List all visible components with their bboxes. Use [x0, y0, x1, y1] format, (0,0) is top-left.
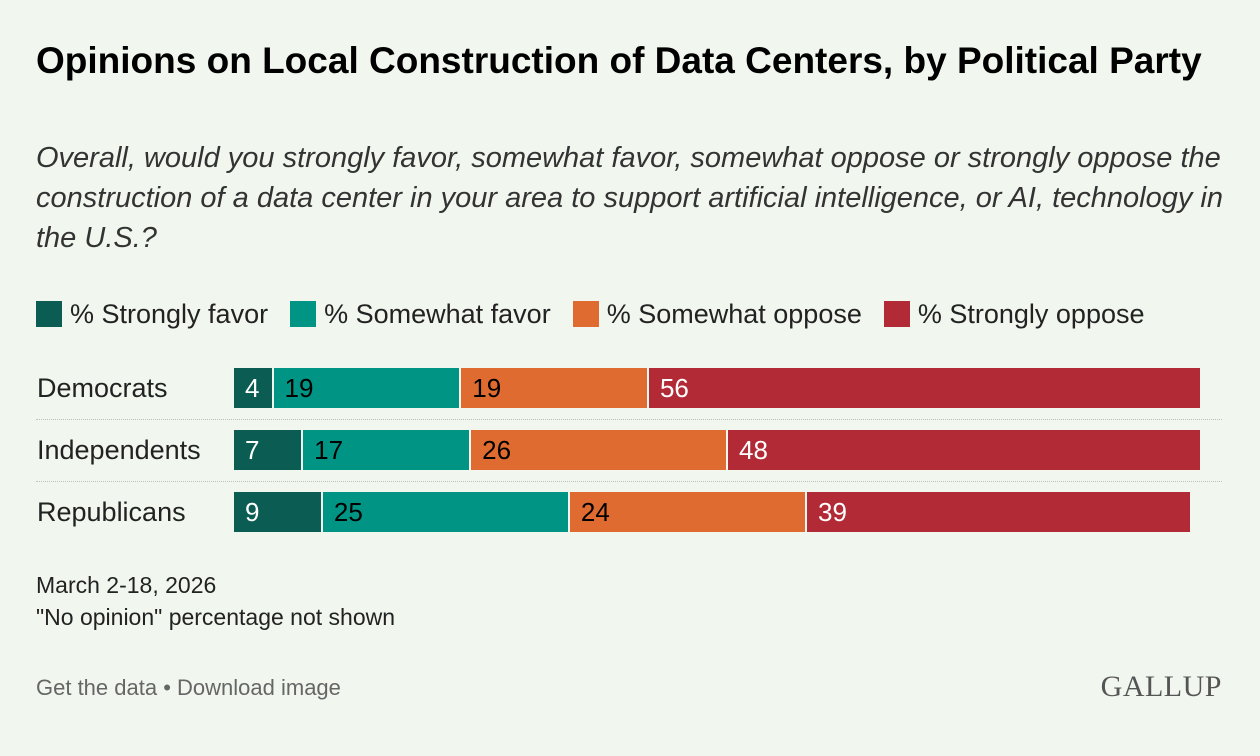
legend-swatch: [572, 301, 599, 327]
legend-item: % Somewhat oppose: [572, 298, 862, 330]
bar-value-label: 56: [659, 373, 689, 403]
bar-value-label: 48: [739, 435, 768, 465]
bar-segment: 19: [461, 368, 649, 408]
legend-swatch: [883, 301, 910, 327]
footnote: "No opinion" percentage not shown: [36, 604, 396, 630]
chart-title: Opinions on Local Construction of Data C…: [36, 40, 1202, 81]
legend-label: % Strongly favor: [70, 298, 269, 329]
bar-segment: 56: [648, 368, 1203, 408]
legend-swatch: [290, 301, 317, 327]
bar-value-label: 19: [284, 373, 314, 403]
legend-label: % Somewhat favor: [324, 298, 551, 329]
footer-links: Get the data • Download image: [36, 675, 341, 701]
bar-value-label: 7: [245, 435, 260, 465]
legend-item: % Strongly oppose: [883, 298, 1145, 330]
legend-item: % Somewhat favor: [290, 299, 551, 330]
bar-value-label: 17: [314, 435, 344, 465]
survey-date: March 2-18, 2026: [36, 572, 217, 598]
bar-value-label: 4: [245, 373, 260, 403]
bar-segment: 17: [303, 430, 472, 470]
bar-value-label: 9: [245, 497, 260, 527]
category-label: Democrats: [37, 373, 168, 403]
bar-segment: 24: [569, 492, 808, 532]
legend-label: % Strongly oppose: [917, 298, 1145, 329]
legend-label: % Somewhat oppose: [606, 298, 862, 329]
footer-separator: •: [157, 675, 178, 700]
legend-swatch: [36, 301, 62, 327]
bar-segment: 4: [234, 368, 274, 408]
row-separator: [36, 419, 1222, 420]
stacked-bar-chart: Democrats 4 19 19 56 Independents 7 17 26 48 Repub…: [0, 362, 1260, 542]
download-image-link[interactable]: Download image: [177, 675, 341, 700]
bar-segment: 26: [471, 430, 728, 470]
bar-value-label: 26: [482, 435, 512, 465]
bar-segment: 39: [807, 492, 1193, 532]
bar-segment: 48: [728, 430, 1203, 470]
bar-segment: 19: [273, 368, 462, 408]
bar-value-label: 19: [472, 373, 502, 403]
bar-segment: 7: [234, 430, 304, 470]
legend: % Strongly favor % Somewhat favor % Somewh…: [36, 298, 1167, 330]
row-separator: [36, 481, 1222, 482]
bar-value-label: 25: [333, 497, 363, 527]
legend-item: % Strongly favor: [36, 299, 268, 330]
category-label: Independents: [37, 435, 201, 465]
bar-value-label: 39: [818, 497, 847, 527]
bar-value-label: 24: [580, 497, 610, 527]
bar-segment: 25: [322, 492, 570, 532]
bar-segment: 9: [234, 492, 323, 532]
category-label: Republicans: [37, 497, 186, 527]
get-data-link[interactable]: Get the data: [36, 675, 158, 700]
gallup-logo: GALLUP: [1100, 670, 1222, 703]
chart-subtitle: Overall, would you strongly favor, somew…: [36, 142, 1223, 254]
